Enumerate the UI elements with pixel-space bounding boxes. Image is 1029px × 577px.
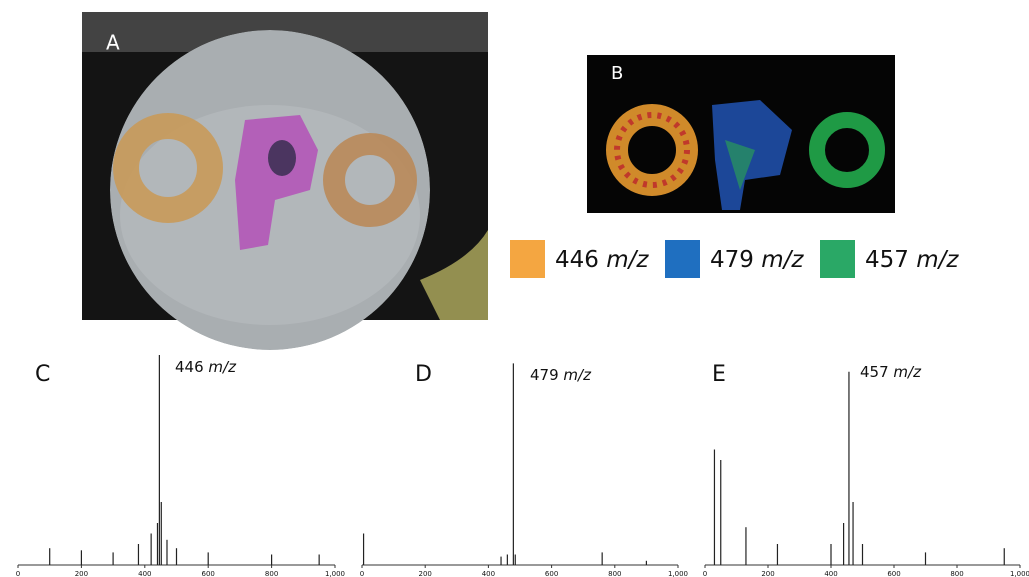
x-tick-label: 600: [887, 570, 900, 577]
x-tick-label: 800: [950, 570, 963, 577]
unit: m/z: [761, 247, 804, 273]
figure: A B 446 m/z479 m/z457 m/z02004006008001,…: [0, 0, 1029, 577]
number: 479: [710, 247, 754, 273]
panel-label: B: [611, 63, 623, 84]
x-tick-label: 800: [265, 570, 278, 577]
number: 446: [175, 358, 204, 376]
peak-label: 479 m/z: [530, 366, 592, 384]
image-b: [587, 55, 895, 213]
x-tick-label: 1,000: [325, 570, 345, 577]
panel-label: A: [106, 31, 120, 55]
x-tick-label: 200: [419, 570, 432, 577]
unit: m/z: [916, 247, 959, 273]
x-tick-label: 200: [761, 570, 774, 577]
legend-swatch: [820, 240, 855, 278]
page: A B 446 m/z479 m/z457 m/z02004006008001,…: [0, 0, 1029, 577]
number: 446: [555, 247, 599, 273]
unit: m/z: [208, 358, 237, 376]
x-tick-label: 400: [824, 570, 837, 577]
x-tick-label: 1,000: [1010, 570, 1029, 577]
legend-label: 446 m/z: [555, 247, 649, 273]
x-tick-label: 400: [138, 570, 151, 577]
legend-label: 457 m/z: [865, 247, 959, 273]
x-tick-label: 0: [360, 570, 364, 577]
legend-label: 479 m/z: [710, 247, 804, 273]
x-tick-label: 600: [545, 570, 558, 577]
number: 457: [865, 247, 909, 273]
unit: m/z: [606, 247, 649, 273]
x-tick-label: 600: [202, 570, 215, 577]
peak-label: 446 m/z: [175, 358, 237, 376]
number: 457: [860, 363, 889, 381]
unit: m/z: [893, 363, 922, 381]
legend-swatch: [665, 240, 700, 278]
x-tick-label: 400: [482, 570, 495, 577]
panel-label: E: [712, 362, 726, 387]
panel-label: D: [415, 362, 432, 387]
legend-swatch: [510, 240, 545, 278]
x-tick-label: 200: [75, 570, 88, 577]
x-tick-label: 0: [16, 570, 20, 577]
unit: m/z: [563, 366, 592, 384]
panel-label: C: [35, 362, 50, 387]
x-tick-label: 1,000: [668, 570, 688, 577]
x-tick-label: 800: [608, 570, 621, 577]
x-tick-label: 0: [703, 570, 707, 577]
peak-label: 457 m/z: [860, 363, 922, 381]
photo-a: [82, 12, 488, 350]
number: 479: [530, 366, 559, 384]
